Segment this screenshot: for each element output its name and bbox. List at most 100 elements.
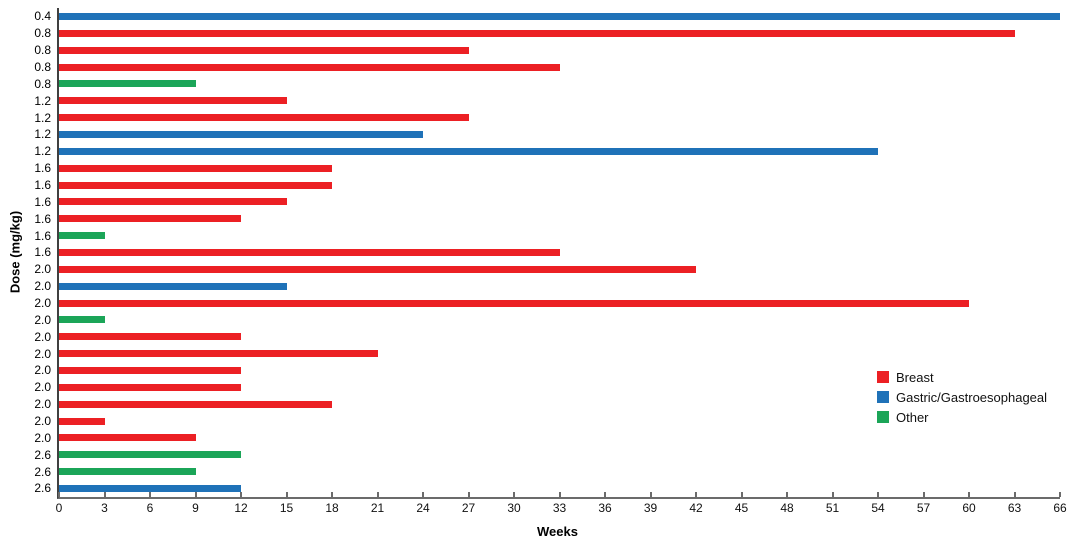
dose-tick-label: 2.0 <box>34 414 51 429</box>
dose-tick-label: 2.6 <box>34 481 51 496</box>
legend-label: Other <box>896 409 929 425</box>
x-axis-tick-mark <box>376 492 379 497</box>
bar <box>59 400 332 408</box>
dose-tick-label: 0.8 <box>34 76 51 91</box>
dose-tick-label: 2.6 <box>34 447 51 462</box>
bar-row: 0.4 <box>34 8 1060 25</box>
x-axis-tick-label: 48 <box>780 501 794 515</box>
dose-tick-label: 2.0 <box>34 346 51 361</box>
bar-rows: 0.4 0.8 0.8 0.8 0.8 1.2 1.2 1.2 1.2 1.6 1.6 1.6 1.6 1… <box>34 8 1060 497</box>
x-axis-tick-label: 9 <box>192 501 199 515</box>
x-axis-tick-label: 33 <box>552 501 567 515</box>
legend-label: Breast <box>896 369 934 385</box>
bar-row: 1.6 <box>34 244 1060 261</box>
bar-row: 2.0 <box>34 345 1060 362</box>
x-axis-tick-label: 3 <box>101 501 108 515</box>
x-axis-tick-mark <box>422 492 424 497</box>
dose-tick-label: 1.6 <box>34 228 51 243</box>
dose-tick-label: 2.0 <box>34 312 51 327</box>
dose-tick-label: 0.8 <box>34 60 51 74</box>
bar-row: 0.8 <box>34 25 1060 42</box>
x-axis-tick-label: 45 <box>734 501 749 515</box>
x-axis-tick-label: 39 <box>643 501 658 515</box>
x-axis-tick-mark <box>331 492 333 497</box>
x-axis-tick-mark <box>1059 492 1061 497</box>
dose-tick-label: 2.6 <box>34 464 51 479</box>
bar-row: 2.0 <box>34 362 1060 379</box>
dose-tick-label: 1.2 <box>34 93 51 108</box>
x-axis-tick-mark <box>513 492 515 497</box>
x-axis-tick-label: 66 <box>1053 501 1067 515</box>
x-axis-tick-label: 57 <box>916 501 931 515</box>
x-axis-tick-label: 12 <box>234 501 248 515</box>
bar <box>59 164 332 172</box>
bar <box>59 265 696 273</box>
bar <box>59 198 287 206</box>
bar <box>59 468 196 476</box>
x-axis-tick-mark <box>1013 492 1016 497</box>
bar <box>59 130 423 138</box>
x-axis-title: Weeks <box>537 524 578 539</box>
bar-row: 2.0 <box>34 379 1060 396</box>
x-axis-tick-mark <box>695 492 697 497</box>
x-axis-tick-mark <box>558 492 561 497</box>
x-axis-tick-label: 27 <box>461 501 476 515</box>
bar <box>59 29 1015 37</box>
x-axis-tick-mark <box>285 492 288 497</box>
bar-row: 1.2 <box>34 109 1060 126</box>
bar-row: 2.6 <box>34 480 1060 497</box>
bar-row: 0.8 <box>34 42 1060 59</box>
dose-tick-label: 1.2 <box>34 110 51 125</box>
bar <box>59 316 105 324</box>
dose-tick-label: 1.6 <box>34 245 51 260</box>
dose-tick-label: 1.2 <box>34 127 51 142</box>
legend-item: Breast <box>877 369 1047 385</box>
x-axis-tick-mark <box>467 492 470 497</box>
bar <box>59 350 378 358</box>
bar <box>59 147 878 155</box>
bar <box>59 484 241 492</box>
bar-row: 2.6 <box>34 446 1060 463</box>
x-axis-tick-label: 54 <box>871 501 885 515</box>
bar-row: 1.6 <box>34 177 1060 194</box>
dose-tick-label: 1.6 <box>34 161 51 176</box>
x-axis-tick-mark <box>831 492 834 497</box>
x-axis-tick-mark <box>58 492 60 497</box>
dose-tick-label: 1.6 <box>34 178 51 193</box>
legend: Breast Gastric/Gastroesophageal Other <box>877 369 1047 425</box>
legend-swatch-icon <box>877 371 889 383</box>
bar-row: 2.0 <box>34 261 1060 278</box>
x-axis-tick-label: 30 <box>507 501 521 515</box>
bar <box>59 97 287 105</box>
plot-area: 0.4 0.8 0.8 0.8 0.8 1.2 1.2 1.2 1.2 1.6 1.6 1.6 1.6 1… <box>34 8 1067 514</box>
bar <box>59 232 105 240</box>
x-axis-tick-label: 18 <box>325 501 339 515</box>
bar-row: 2.6 <box>34 463 1060 480</box>
dose-tick-label: 2.0 <box>34 380 51 395</box>
bar-row: 1.6 <box>34 210 1060 227</box>
x-axis-tick-mark <box>877 492 879 497</box>
bar-row: 1.6 <box>34 160 1060 177</box>
x-axis-tick-mark <box>922 492 925 497</box>
bar <box>59 366 241 374</box>
dose-tick-label: 2.0 <box>34 279 51 294</box>
bar <box>59 383 241 391</box>
dose-tick-label: 0.4 <box>34 9 51 24</box>
dose-tick-label: 2.0 <box>34 296 51 311</box>
x-axis-tick-mark <box>968 492 970 497</box>
bar <box>59 46 469 54</box>
x-axis-tick-label: 51 <box>825 501 840 515</box>
legend-item: Gastric/Gastroesophageal <box>877 389 1047 405</box>
x-axis-tick-mark <box>103 492 106 497</box>
x-axis-tick-mark <box>604 492 606 497</box>
bar-row: 1.6 <box>34 193 1060 210</box>
bar-row: 0.8 <box>34 75 1060 92</box>
x-axis-tick-label: 24 <box>416 501 430 515</box>
x-axis-tick-mark <box>194 492 197 497</box>
dose-tick-label: 2.0 <box>34 329 51 344</box>
x-axis-tick-label: 63 <box>1007 501 1022 515</box>
bar-row: 1.2 <box>34 143 1060 160</box>
x-axis-tick-label: 0 <box>55 501 63 515</box>
dose-tick-label: 1.6 <box>34 211 51 226</box>
